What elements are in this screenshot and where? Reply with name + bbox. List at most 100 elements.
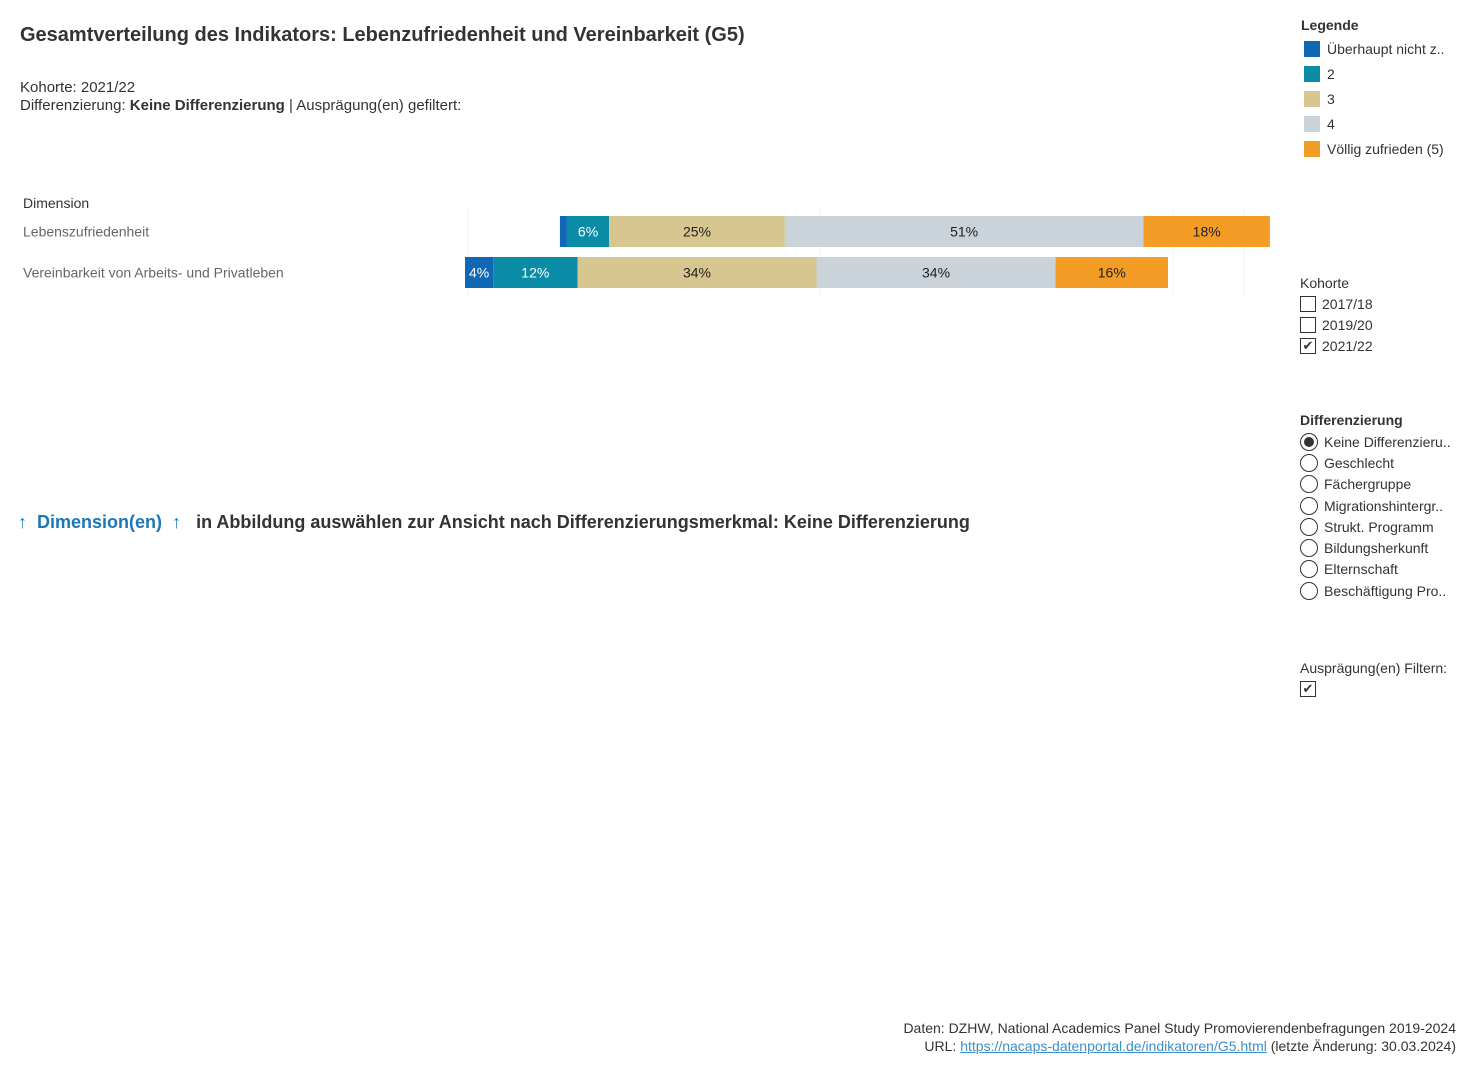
radio-selected-icon[interactable] — [1300, 432, 1318, 451]
radio-icon[interactable] — [1300, 539, 1318, 558]
legend-swatch — [1304, 40, 1320, 57]
characteristic-filter: Ausprägung(en) Filtern: ✔ — [1300, 660, 1470, 699]
differentiation-option-migrationshintergr[interactable]: Migrationshintergr.. — [1300, 495, 1472, 516]
diff-prefix: Differenzierung: — [20, 97, 130, 114]
differentiation-option-label: Elternschaft — [1324, 561, 1398, 578]
legend-item[interactable]: 3 — [1301, 86, 1471, 111]
radio-icon[interactable] — [1300, 560, 1318, 579]
legend-item[interactable]: Überhaupt nicht z.. — [1301, 36, 1471, 61]
legend-swatch — [1304, 65, 1320, 82]
differentiation-option-label: Fächergruppe — [1324, 476, 1412, 493]
diff-value: Keine Differenzierung — [129, 97, 285, 114]
category-label[interactable]: Lebenszufriedenheit — [23, 224, 149, 240]
url-prefix: URL: — [924, 1038, 961, 1054]
characteristic-filter-toggle[interactable]: ✔ — [1300, 678, 1470, 699]
differentiation-option-keine-differenzieru[interactable]: Keine Differenzieru.. — [1300, 431, 1472, 452]
radio-icon[interactable] — [1300, 475, 1318, 494]
data-label: 51% — [950, 224, 978, 240]
data-label: 25% — [683, 224, 711, 240]
differentiation-option-geschlecht[interactable]: Geschlecht — [1300, 452, 1472, 473]
legend-label: 2 — [1327, 65, 1335, 82]
legend-item[interactable]: 4 — [1301, 111, 1471, 136]
legend-item[interactable]: 2 — [1301, 61, 1471, 86]
differentiation-option-label: Strukt. Programm — [1324, 518, 1434, 535]
differentiation-option-label: Migrationshintergr.. — [1324, 497, 1444, 514]
bar-segment-berhaupt-nicht-z[interactable] — [559, 216, 567, 247]
bar-segment-3[interactable] — [609, 216, 785, 247]
differentiation-option-bildungsherkunft[interactable]: Bildungsherkunft — [1300, 537, 1472, 558]
radio-icon[interactable] — [1300, 517, 1318, 536]
bar-segment-v-llig-zufrieden-5[interactable] — [1055, 257, 1169, 288]
bar-segment-v-llig-zufrieden-5[interactable] — [1143, 216, 1270, 247]
checkbox-icon[interactable] — [1300, 316, 1316, 333]
dimension-link[interactable]: Dimension(en) — [37, 512, 163, 532]
differentiation-option-strukt-programm[interactable]: Strukt. Programm — [1300, 516, 1472, 537]
legend-label: 4 — [1327, 115, 1335, 132]
cohort-subtitle: Kohorte: 2021/22 — [20, 79, 136, 96]
differentiation-option-label: Keine Differenzieru.. — [1324, 433, 1451, 450]
bar-segment-4[interactable] — [784, 216, 1144, 247]
legend-swatch — [1304, 140, 1320, 157]
legend-label: Überhaupt nicht z.. — [1327, 40, 1445, 57]
differentiation-option-label: Beschäftigung Pro.. — [1324, 582, 1447, 599]
cohort-options: 2017/18 2019/20 ✔ 2021/22 — [1300, 293, 1470, 356]
indicator-url-link[interactable]: https://nacaps-datenportal.de/indikatore… — [960, 1038, 1267, 1054]
stacked-bar-chart[interactable]: Dimension Lebenszufriedenheit 6% 25% 51% 18% V… — [0, 180, 1290, 310]
legend-label: 3 — [1327, 90, 1335, 107]
cohort-option-2019-20[interactable]: 2019/20 — [1300, 314, 1470, 335]
instruction-body: in Abbildung auswählen zur Ansicht nach … — [196, 512, 970, 532]
arrow-up-icon: ↑ — [172, 512, 182, 532]
url-line: URL: https://nacaps-datenportal.de/indik… — [903, 1037, 1456, 1055]
differentiation-option-label: Geschlecht — [1324, 454, 1395, 471]
data-label: 34% — [922, 265, 950, 281]
chart-title: Gesamtverteilung des Indikators: Lebenzu… — [20, 24, 745, 46]
legend-item[interactable]: Völlig zufrieden (5) — [1301, 136, 1471, 161]
url-suffix: (letzte Änderung: 30.03.2024) — [1266, 1038, 1456, 1054]
characteristic-filter-title: Ausprägung(en) Filtern: — [1300, 660, 1448, 676]
bar-segment-berhaupt-nicht-z[interactable] — [465, 257, 494, 288]
radio-icon[interactable] — [1300, 581, 1318, 600]
radio-icon[interactable] — [1300, 496, 1318, 515]
category-label[interactable]: Vereinbarkeit von Arbeits- und Privatleb… — [23, 265, 284, 281]
radio-icon[interactable] — [1300, 453, 1318, 472]
differentiation-option-label: Bildungsherkunft — [1324, 540, 1429, 557]
checkbox-icon[interactable] — [1300, 295, 1316, 312]
differentiation-option-elternschaft[interactable]: Elternschaft — [1300, 559, 1472, 580]
cohort-option-2021-22[interactable]: ✔ 2021/22 — [1300, 335, 1470, 356]
bar-row-vereinbarkeit-von-arbeits-und-privatleben[interactable]: Vereinbarkeit von Arbeits- und Privatleb… — [23, 257, 1169, 288]
bar-segment-3[interactable] — [577, 257, 817, 288]
cohort-option-label: 2017/18 — [1322, 295, 1373, 312]
cohort-filter-title: Kohorte — [1300, 275, 1350, 291]
characteristic-filter-checkbox[interactable]: ✔ — [1300, 680, 1316, 697]
legend-swatch — [1304, 90, 1320, 107]
legend-items: Überhaupt nicht z.. 2 3 4 Völlig zufrieden (… — [1301, 36, 1471, 161]
data-label: 4% — [469, 265, 489, 281]
differentiation-filter-title: Differenzierung — [1300, 412, 1403, 428]
footer: Daten: DZHW, National Academics Panel St… — [903, 1019, 1456, 1055]
bar-row-lebenszufriedenheit[interactable]: Lebenszufriedenheit 6% 25% 51% 18% — [23, 216, 1270, 247]
legend: Legende Überhaupt nicht z.. 2 3 4 Völlig zuf… — [1301, 17, 1471, 161]
differentiation-options: Keine Differenzieru.. Geschlecht Fächergru… — [1300, 431, 1472, 601]
cohort-option-label: 2021/22 — [1322, 337, 1373, 354]
differentiation-option-f-chergruppe[interactable]: Fächergruppe — [1300, 474, 1472, 495]
differentiation-option-besch-ftigung-pro[interactable]: Beschäftigung Pro.. — [1300, 580, 1472, 601]
bar-segment-2[interactable] — [493, 257, 578, 288]
legend-label: Völlig zufrieden (5) — [1327, 140, 1444, 157]
data-label: 6% — [578, 224, 598, 240]
legend-title: Legende — [1301, 17, 1359, 33]
differentiation-filter: Differenzierung Keine Differenzieru.. Ges… — [1300, 412, 1472, 601]
cohort-option-label: 2019/20 — [1322, 316, 1373, 333]
cohort-filter: Kohorte 2017/18 2019/20 ✔ 2021/22 — [1300, 275, 1470, 356]
data-label: 18% — [1193, 224, 1221, 240]
dimension-header: Dimension — [23, 195, 89, 211]
instruction-text: ↑ Dimension(en) ↑ in Abbildung auswählen… — [18, 512, 970, 533]
legend-swatch — [1304, 115, 1320, 132]
bar-segment-2[interactable] — [566, 216, 610, 247]
data-label: 34% — [683, 265, 711, 281]
data-label: 12% — [521, 265, 549, 281]
bar-segment-4[interactable] — [816, 257, 1056, 288]
data-label: 16% — [1098, 265, 1126, 281]
data-source: Daten: DZHW, National Academics Panel St… — [903, 1020, 1456, 1036]
checkbox-checked-icon[interactable]: ✔ — [1300, 337, 1316, 354]
cohort-option-2017-18[interactable]: 2017/18 — [1300, 293, 1470, 314]
